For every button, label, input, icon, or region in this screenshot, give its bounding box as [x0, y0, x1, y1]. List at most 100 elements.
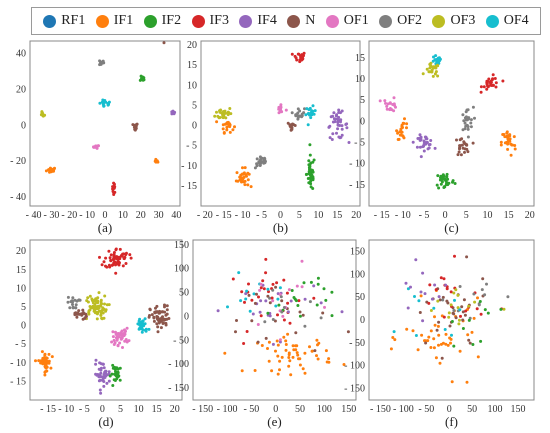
legend-item-if4: IF4	[239, 13, 277, 29]
point-if3	[449, 290, 453, 294]
legend-label: IF3	[209, 13, 229, 28]
legend-marker	[191, 14, 205, 28]
point-if3	[262, 287, 266, 291]
point-if1	[287, 356, 291, 359]
point-of4	[274, 304, 278, 308]
point-n	[286, 121, 290, 125]
point-if4	[303, 297, 307, 301]
point-if3	[102, 260, 106, 264]
point-of4	[450, 333, 453, 337]
point-of1	[385, 104, 389, 108]
point-if2	[311, 178, 315, 182]
point-of1	[287, 288, 291, 292]
point-if1	[433, 315, 436, 319]
data-points	[216, 257, 350, 377]
point-if4	[99, 391, 103, 395]
point-of3	[97, 291, 101, 295]
point-if1	[458, 349, 462, 353]
point-if4	[429, 139, 433, 142]
point-if1	[432, 346, 436, 350]
point-if3	[240, 290, 244, 294]
point-if1	[43, 370, 47, 374]
point-if3	[109, 259, 113, 263]
point-of2	[469, 118, 473, 122]
point-if4	[332, 117, 336, 121]
point-of1	[121, 346, 124, 349]
point-of4	[311, 104, 315, 108]
point-n	[163, 305, 166, 309]
point-if2	[296, 304, 300, 307]
point-of3	[457, 322, 461, 326]
point-if1	[231, 128, 235, 132]
point-n	[293, 124, 297, 127]
point-if1	[288, 359, 292, 363]
x-tick-label: 40	[171, 210, 181, 221]
point-if1	[419, 294, 423, 298]
legend-marker	[432, 14, 446, 28]
point-of4	[102, 104, 106, 108]
point-of2	[463, 121, 467, 125]
point-of3	[429, 65, 433, 69]
panel-d: - 15- 10- 5 0 5 10 15 20- 15- 10- 505101520(d…	[10, 239, 183, 429]
point-if3	[453, 254, 456, 258]
point-if1	[405, 327, 409, 331]
point-n	[294, 331, 298, 335]
point-if2	[453, 182, 457, 185]
point-if3	[114, 247, 118, 251]
point-if1	[433, 323, 437, 327]
point-of4	[406, 287, 410, 291]
point-n	[456, 153, 460, 157]
point-of1	[97, 144, 100, 148]
point-n	[465, 143, 469, 147]
point-if1	[42, 356, 46, 360]
point-of2	[74, 303, 78, 307]
point-if3	[128, 253, 132, 257]
point-if3	[121, 252, 125, 256]
y-tick-label: 20	[16, 246, 26, 257]
point-n	[155, 304, 159, 308]
point-if1	[316, 343, 319, 347]
point-n	[76, 311, 80, 315]
point-if1	[397, 137, 401, 141]
point-if4	[103, 376, 107, 379]
point-n	[250, 319, 254, 323]
point-if4	[338, 136, 342, 140]
point-if1	[274, 349, 277, 353]
point-if3	[442, 315, 446, 319]
point-if1	[508, 139, 511, 143]
point-n	[461, 146, 465, 150]
x-tick-label: 10	[482, 210, 492, 221]
point-of3	[228, 107, 232, 110]
point-if1	[509, 153, 513, 157]
x-tick-label: 0	[278, 210, 283, 221]
point-if2	[483, 308, 487, 312]
point-of2	[66, 295, 70, 299]
point-of2	[296, 115, 300, 119]
point-of2	[452, 309, 456, 312]
point-of4	[304, 113, 308, 117]
point-of3	[99, 304, 103, 308]
x-tick-label: 10	[134, 404, 144, 415]
panel-f: - 150- 100- 50 0 50 100 150- 150- 100- 50050…	[344, 239, 535, 429]
point-if1	[449, 337, 453, 341]
point-n	[154, 310, 158, 314]
point-of1	[300, 259, 304, 263]
point-of4	[309, 116, 313, 120]
point-of3	[97, 306, 101, 310]
point-of1	[259, 282, 263, 286]
point-of1	[256, 323, 260, 326]
point-if1	[399, 133, 403, 137]
x-tick-label: - 15	[40, 404, 56, 415]
point-of4	[143, 317, 147, 321]
point-if3	[298, 58, 302, 62]
x-tick-label: - 100	[393, 404, 414, 415]
point-of4	[140, 330, 144, 334]
point-if1	[434, 356, 438, 360]
point-if3	[479, 312, 483, 316]
point-of1	[124, 338, 128, 341]
point-n	[313, 349, 317, 353]
point-n	[461, 318, 465, 322]
point-if1	[420, 333, 424, 337]
x-tick-label: 50	[467, 404, 477, 415]
point-if3	[259, 286, 263, 290]
